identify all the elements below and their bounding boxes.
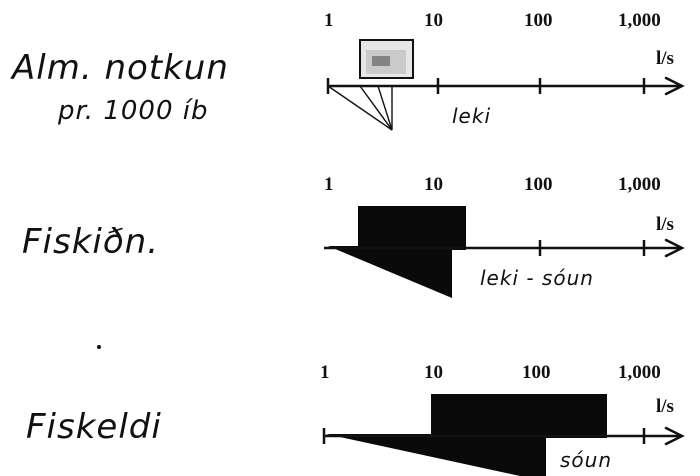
annotation-leakage-waste: leki - sóun — [480, 266, 594, 290]
annotation-leakage: leki — [452, 104, 491, 128]
scale-row-fish-processing: 1 10 100 1,000 l/s — [324, 174, 685, 298]
stray-ink-dot — [97, 345, 101, 349]
tick-label-10: 10 — [424, 362, 443, 383]
range-bar-fish-farming — [431, 394, 607, 438]
tick-label-100: 100 — [524, 10, 553, 31]
unit-label: l/s — [656, 396, 674, 417]
tick-label-1000: 1,000 — [618, 10, 661, 31]
tick-label-10: 10 — [424, 10, 443, 31]
unit-label: l/s — [656, 214, 674, 235]
row-label-fish-processing: Fiskiðn. — [22, 222, 160, 262]
tick-label-1000: 1,000 — [618, 362, 661, 383]
arrow-head — [664, 76, 685, 96]
tick-label-1: 1 — [324, 10, 334, 31]
tick-label-1: 1 — [324, 174, 334, 195]
arrow-head — [664, 238, 685, 258]
arrow-head — [664, 426, 685, 446]
leakage-fan — [327, 85, 393, 131]
row-label-general-use: Alm. notkun — [12, 48, 229, 88]
annotation-waste: sóun — [560, 448, 613, 472]
scale-row-fish-farming: 1 10 100 1,000 l/s — [320, 362, 685, 476]
row-label-fish-farming: Fiskeldi — [26, 407, 162, 447]
row-sublabel-general-use: pr. 1000 íb — [58, 96, 209, 126]
loss-wedge-fish-processing — [328, 246, 452, 298]
tick-label-1000: 1,000 — [618, 174, 661, 195]
tick-label-100: 100 — [522, 362, 551, 383]
loss-wedge-fish-farming — [326, 434, 546, 476]
tick-label-10: 10 — [424, 174, 443, 195]
range-bar-fish-processing — [358, 206, 466, 250]
unit-label: l/s — [656, 48, 674, 69]
tick-label-100: 100 — [524, 174, 553, 195]
tick-label-1: 1 — [320, 362, 330, 383]
scale-row-general-use: 1 10 100 1,000 l/s — [324, 10, 685, 131]
